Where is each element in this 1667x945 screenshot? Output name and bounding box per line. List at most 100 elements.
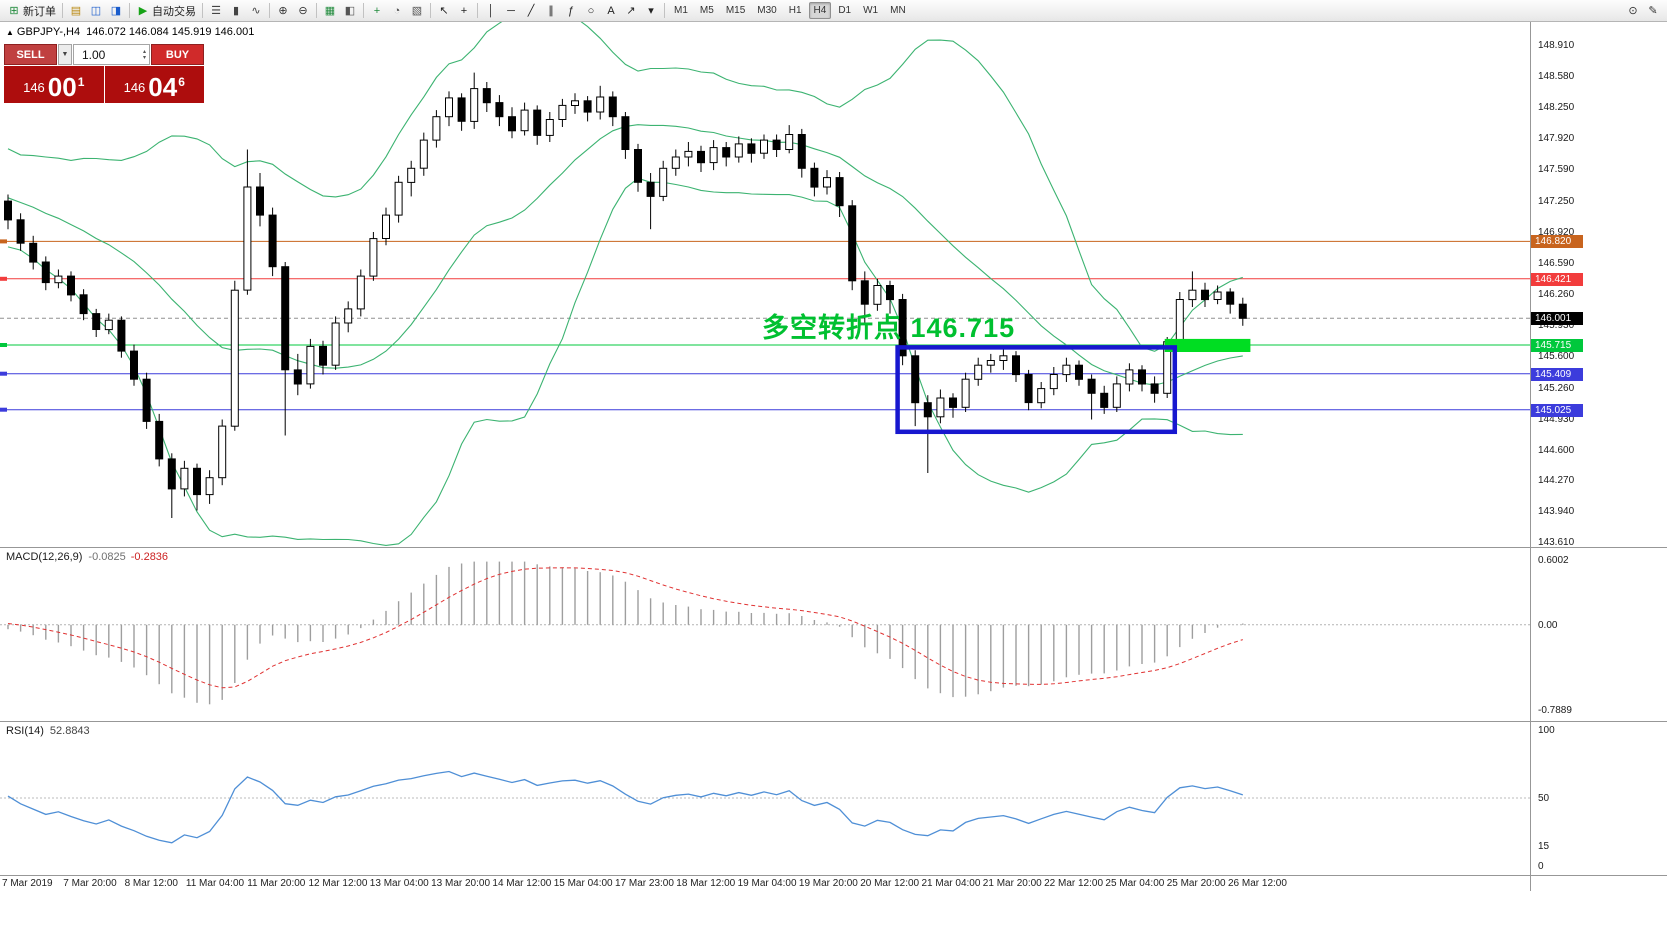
spinner-down-icon[interactable]: ▾: [142, 54, 146, 61]
cascade-windows-button[interactable]: ◧: [340, 2, 360, 20]
time-axis-label: 17 Mar 23:00: [615, 878, 674, 889]
zoom-out-button[interactable]: ⊖: [293, 2, 313, 20]
price-scale-label: 145.260: [1538, 382, 1575, 394]
toolbar-separator: [477, 3, 478, 18]
toolbar: ⊞ 新订单 ▤ ◫ ◨ ▶ 自动交易 ☰ ▮ ∿ ⊕ ⊖ ▦ ◧ + ◔ ▧ ↖ + │ ─ ╱ ∥ ƒ ○ A ↗ ▾ M1 M5 M15…: [0, 0, 1667, 22]
vertical-line-button[interactable]: │: [481, 2, 501, 20]
price-scale-label: 147.920: [1538, 133, 1575, 145]
search-button[interactable]: ⊙: [1623, 2, 1643, 20]
time-axis-label: 25 Mar 04:00: [1105, 878, 1165, 889]
cursor-button[interactable]: ↖: [434, 2, 454, 20]
candles-layer: [4, 72, 1247, 518]
shapes-icon: ○: [587, 4, 595, 17]
new-order-icon: ⊞: [9, 5, 19, 17]
volume-input[interactable]: 1.00 ▴ ▾: [73, 44, 150, 65]
macd-signal-line: [7, 567, 1243, 689]
price-scale-label: 147.250: [1538, 196, 1575, 208]
timeframe-h4[interactable]: H4: [808, 2, 832, 19]
rsi-name: RSI(14): [6, 725, 44, 737]
bar-chart-button[interactable]: ☰: [206, 2, 226, 20]
market-watch-icon: ◫: [90, 5, 102, 17]
rsi-panel[interactable]: [0, 722, 1530, 875]
horizontal-line-button[interactable]: ─: [501, 2, 521, 20]
time-axis: 7 Mar 2019 7 Mar 20:00 8 Mar 12:00 11 Mar 0…: [0, 876, 1530, 892]
trendline-button[interactable]: ╱: [521, 2, 541, 20]
auto-trading-icon: ▶: [138, 5, 148, 17]
periods-button[interactable]: ◔: [387, 2, 407, 20]
equidistant-channel-icon: ∥: [548, 5, 554, 17]
time-axis-label: 7 Mar 20:00: [63, 878, 117, 889]
auto-trading-button[interactable]: ▶ 自动交易: [133, 2, 199, 20]
search-icon: ⊙: [1628, 5, 1638, 17]
buy-button[interactable]: BUY: [151, 44, 204, 65]
horizontal-line-icon: ─: [507, 4, 515, 17]
line-chart-button[interactable]: ∿: [246, 2, 266, 20]
fibonacci-button[interactable]: ƒ: [561, 2, 581, 20]
toolbar-separator: [202, 3, 203, 18]
time-axis-label: 21 Mar 20:00: [982, 878, 1042, 889]
sell-button[interactable]: SELL: [4, 44, 57, 65]
symbol-header: ▲ GBPJPY-,H4 146.072 146.084 145.919 146.0…: [6, 26, 254, 38]
green-zone-marker[interactable]: [1164, 338, 1251, 352]
chart-profiles-button[interactable]: ▤: [66, 2, 86, 20]
macd-scale-label: 0.6002: [1538, 555, 1569, 566]
macd-scale-label: -0.7889: [1538, 705, 1572, 716]
periods-icon: ◔: [393, 4, 401, 17]
templates-button[interactable]: ▧: [407, 2, 427, 20]
consolidation-rectangle[interactable]: [895, 345, 1178, 435]
rsi-scale-label: 50: [1538, 793, 1550, 804]
spinner-up-icon[interactable]: ▴: [142, 48, 146, 55]
zoom-in-button[interactable]: ⊕: [273, 2, 293, 20]
price-line-badge: 145.409: [1531, 367, 1583, 381]
equidistant-channel-button[interactable]: ∥: [541, 2, 561, 20]
toolbar-separator: [269, 3, 270, 18]
toolbar-separator: [664, 3, 665, 18]
timeframe-d1[interactable]: D1: [838, 5, 852, 16]
time-axis-label: 11 Mar 20:00: [247, 878, 306, 889]
timeframe-w1[interactable]: W1: [863, 5, 879, 16]
volume-stepper[interactable]: ▴ ▾: [143, 49, 146, 61]
arrow-tools-button[interactable]: ↗: [621, 2, 641, 20]
data-window-icon: ◨: [110, 5, 122, 17]
new-order-label: 新订单: [23, 5, 56, 18]
text-label-button[interactable]: A: [601, 2, 621, 20]
panel-separator[interactable]: [0, 547, 1667, 548]
trendline-icon: ╱: [527, 5, 535, 17]
sell-price-display[interactable]: 146 00 1: [4, 66, 104, 103]
symbol-marker-icon: ▲: [6, 28, 14, 37]
market-watch-button[interactable]: ◫: [86, 2, 106, 20]
timeframe-h1[interactable]: H1: [788, 5, 802, 16]
tile-windows-button[interactable]: ▦: [320, 2, 340, 20]
panel-separator[interactable]: [0, 721, 1667, 722]
time-axis-label: 11 Mar 04:00: [185, 878, 245, 889]
shapes-button[interactable]: ○: [581, 2, 601, 20]
timeframe-m15[interactable]: M15: [725, 5, 746, 16]
new-order-button[interactable]: ⊞ 新订单: [4, 2, 59, 20]
price-scale-label: 144.270: [1538, 475, 1575, 487]
horizontal-lines-layer[interactable]: [0, 239, 1530, 412]
buy-price-display[interactable]: 146 04 6: [104, 66, 204, 103]
main-chart[interactable]: [0, 22, 1530, 548]
candlestick-chart-button[interactable]: ▮: [226, 2, 246, 20]
rsi-value: 52.8843: [49, 725, 90, 737]
timeframe-mn[interactable]: MN: [890, 5, 906, 16]
timeframe-m1[interactable]: M1: [674, 5, 688, 16]
rsi-scale-label: 15: [1538, 840, 1550, 852]
trade-options-dropdown[interactable]: ▼: [58, 44, 72, 65]
price-scale-label: 143.610: [1538, 537, 1575, 549]
indicators-icon: +: [373, 4, 381, 17]
time-axis-label: 13 Mar 20:00: [431, 878, 491, 889]
quick-edit-button[interactable]: ✎: [1643, 2, 1663, 20]
buy-price-pips: 04: [148, 72, 178, 102]
more-tools-button[interactable]: ▾: [641, 2, 661, 20]
text-label-icon: A: [607, 4, 615, 17]
macd-panel[interactable]: [0, 548, 1530, 721]
data-window-button[interactable]: ◨: [106, 2, 126, 20]
price-line-badge: 146.820: [1531, 235, 1583, 249]
timeframe-m30[interactable]: M30: [757, 5, 777, 16]
indicators-button[interactable]: +: [367, 2, 387, 20]
crosshair-button[interactable]: +: [454, 2, 474, 20]
time-axis-label: 26 Mar 12:00: [1228, 878, 1287, 889]
sell-price-pips: 00: [47, 72, 77, 102]
timeframe-m5[interactable]: M5: [699, 5, 714, 16]
